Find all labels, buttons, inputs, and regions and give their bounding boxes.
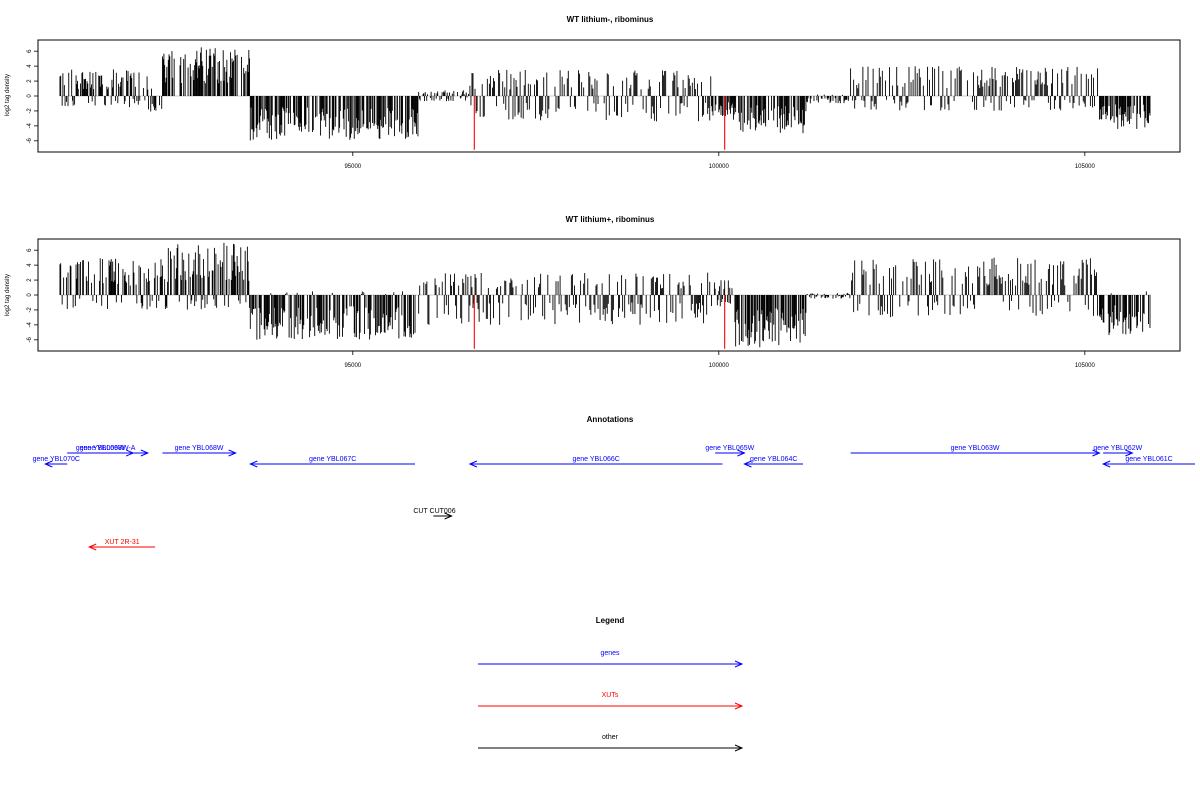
x-tick-label: 100000 [709,164,730,170]
other-arrow-head [444,512,453,520]
annotations-title: Annotations [587,415,634,424]
legend-item: genes [478,650,744,668]
legend-items: genes XUTs other [478,650,744,752]
y-tick-label: 4 [27,64,33,68]
x-tick-label: 95000 [344,164,361,170]
y-tick-label: 2 [27,278,33,282]
legend-arrow-head [734,744,744,752]
gene-arrow-head [1101,460,1111,468]
gene-arrow-head [743,460,752,468]
density-bars [59,47,1151,150]
gene-feature: gene YBL063W [850,445,1101,457]
y-tick-label: 4 [27,263,33,267]
plot-frame [37,238,1181,352]
y-tick-label: 6 [27,248,33,252]
gene-feature: gene YBL062W [1093,445,1143,457]
y-axis: 6 4 2 0 -2 -4 -6 [27,49,38,143]
legend-item: XUTs [478,692,744,710]
gene-label: gene YBL066C [573,456,620,463]
gene-arrow-head [140,449,150,457]
gene-feature: gene YBL061C [1101,456,1195,468]
other-feature: CUT CUT006 [413,508,456,520]
legend-label: XUTs [602,692,619,699]
y-tick-label: -2 [27,307,33,313]
y-tick-label: -4 [27,123,33,129]
y-tick-label: 2 [27,79,33,83]
gene-feature: gene YBL067C [249,456,416,468]
legend-item: other [478,734,744,752]
track-panel-lithium-plus: WT lithium+, ribominus log2 tag density … [5,215,1181,369]
legend-title: Legend [596,616,625,625]
y-axis: 6 4 2 0 -2 -4 -6 [27,248,38,342]
x-axis: 95000 100000 105000 [344,152,1096,170]
gene-label: gene YBL061C [1125,456,1172,463]
legend-label: other [602,734,619,741]
gene-arrow-head [249,460,258,468]
gene-feature: gene YBL068W-A [67,445,150,457]
legend-arrow-head [734,660,744,668]
gene-arrow-head [468,460,478,468]
x-tick-label: 100000 [709,363,730,369]
track-panel-lithium-minus: WT lithium-, ribominus log2 tag density … [5,15,1181,170]
gene-arrow-head [1092,449,1101,457]
y-tick-label: -6 [27,137,33,143]
plot-frame [37,39,1181,153]
gene-label: gene YBL069W [76,445,125,452]
xut-arrow-head [87,543,97,551]
gene-label: gene YBL068W [175,445,224,452]
gene-arrow-head [44,460,53,468]
y-tick-label: -4 [27,322,33,328]
legend-arrow-head [734,702,744,710]
gene-label: gene YBL065W [705,445,754,452]
xut-feature: XUT 2R-31 [87,539,156,551]
x-tick-label: 105000 [1075,363,1096,369]
gene-label: gene YBL063W [951,445,1000,452]
y-tick-label: -6 [27,336,33,342]
legend-label: genes [600,650,620,657]
gene-label: gene YBL062W [1093,445,1142,452]
gene-label: gene YBL068W-A [80,445,136,452]
gene-label: gene YBL064C [750,456,797,463]
y-tick-label: 0 [27,94,33,98]
gene-feature: gene YBL068W [162,445,237,457]
y-tick-label: -2 [27,108,33,114]
track-title: WT lithium+, ribominus [566,215,655,224]
gene-arrow-head [228,449,237,457]
gene-feature: gene YBL065W [705,445,755,457]
x-axis: 95000 100000 105000 [344,351,1096,369]
xut-label: XUT 2R-31 [105,539,140,546]
track-title: WT lithium-, ribominus [567,15,654,24]
density-bars [59,242,1151,349]
other-label: CUT CUT006 [413,508,455,515]
y-tick-label: 6 [27,49,33,53]
x-tick-label: 105000 [1075,164,1096,170]
gene-arrow-head [1125,449,1134,457]
gene-label: gene YBL070C [33,456,80,463]
gene-feature: gene YBL070C [33,456,80,468]
y-axis-label: log2 tag density [5,74,11,116]
gene-feature: gene YBL066C [468,456,723,468]
y-tick-label: 0 [27,293,33,297]
x-tick-label: 95000 [344,363,361,369]
gene-arrow-head [737,449,746,457]
gene-label: gene YBL067C [309,456,356,463]
legend: Legend genes XUTs other [478,616,744,752]
y-axis-label: log2 tag density [5,274,11,316]
gene-feature: gene YBL064C [743,456,803,468]
